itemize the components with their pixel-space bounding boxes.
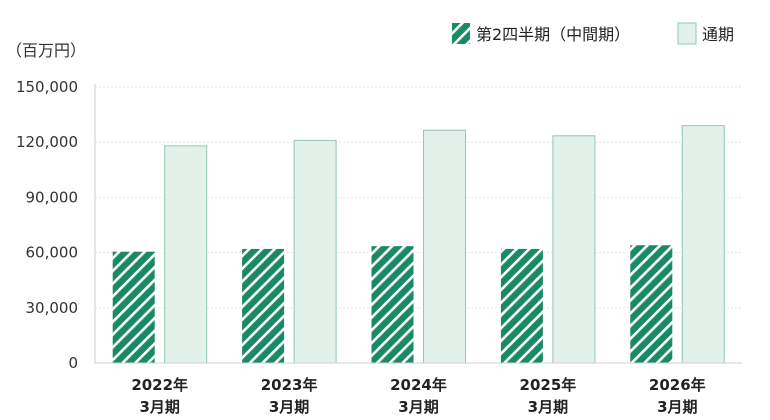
y-tick-label: 120,000 <box>16 133 78 151</box>
x-tick-label-period: 3月期 <box>269 398 309 416</box>
x-tick-label-year: 2023年 <box>261 376 318 394</box>
bar-full-year <box>293 139 337 364</box>
bars <box>112 125 725 364</box>
bar-q2 <box>112 251 155 363</box>
x-tick-label-year: 2026年 <box>649 376 706 394</box>
bar-q2 <box>630 245 673 363</box>
legend-swatch-q2 <box>452 23 470 44</box>
y-tick-label: 0 <box>68 354 78 372</box>
x-tick-label-period: 3月期 <box>398 398 438 416</box>
bar-q2 <box>242 248 285 363</box>
x-tick-label-year: 2025年 <box>520 376 577 394</box>
x-tick-label-period: 3月期 <box>528 398 568 416</box>
y-tick-label: 90,000 <box>26 188 79 206</box>
x-tick-label-year: 2024年 <box>390 376 447 394</box>
y-tick-label: 150,000 <box>16 78 78 96</box>
legend-label-full-year: 通期 <box>702 25 734 44</box>
legend-swatch-full-year <box>677 22 697 45</box>
x-tick-label-period: 3月期 <box>657 398 697 416</box>
y-unit-label: （百万円） <box>6 41 86 60</box>
y-axis-ticks: 0 30,000 60,000 90,000 120,000 150,000 <box>16 78 78 372</box>
bar-full-year <box>681 125 725 364</box>
legend-label-q2: 第2四半期（中間期） <box>476 25 630 44</box>
y-tick-label: 30,000 <box>26 299 79 317</box>
x-tick-label-year: 2022年 <box>131 376 188 394</box>
x-tick-label-period: 3月期 <box>139 398 179 416</box>
legend: 第2四半期（中間期） 通期 <box>452 22 734 45</box>
bar-q2 <box>500 248 543 363</box>
x-axis-labels: 2022年 3月期 2023年 3月期 2024年 3月期 2025年 3月期 2026年 3月期 <box>131 376 705 416</box>
bar-full-year <box>423 129 466 364</box>
bar-full-year <box>552 135 596 364</box>
bar-full-year <box>164 145 208 364</box>
y-tick-label: 60,000 <box>26 244 79 262</box>
bar-q2 <box>371 246 414 363</box>
